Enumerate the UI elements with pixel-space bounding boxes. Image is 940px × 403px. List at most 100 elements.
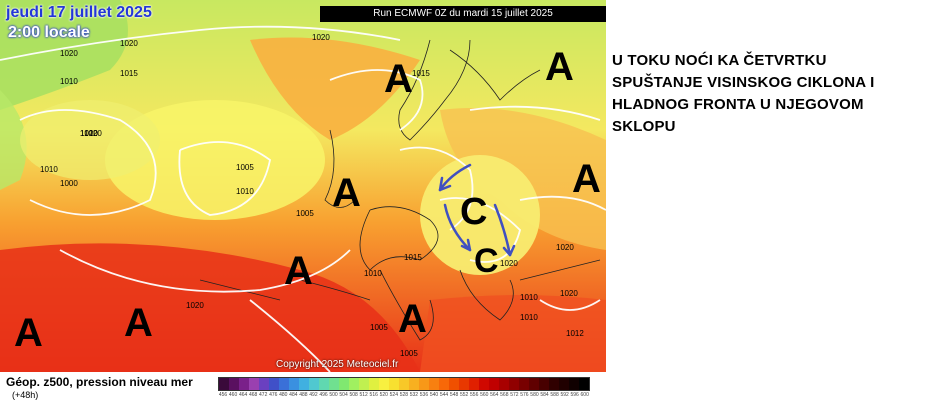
- high-pressure-marker: A: [545, 45, 574, 89]
- cool-region-nw: [0, 0, 128, 110]
- hot-region-south: [0, 243, 420, 372]
- low-pressure-marker: C: [474, 242, 499, 280]
- color-tick-label: 572: [510, 392, 519, 398]
- color-tick-label: 468: [248, 392, 258, 398]
- annotation-text: U TOKU NOĆI KA ČETVRTKU SPUŠTANJE VISINS…: [612, 50, 936, 138]
- annotation-line: U TOKU NOĆI KA ČETVRTKU: [612, 52, 827, 69]
- isobar-label: 1015: [120, 69, 138, 78]
- color-swatch: [249, 378, 259, 390]
- color-swatch: [389, 378, 399, 390]
- color-tick-label: 512: [359, 392, 368, 398]
- isobar-label: 1005: [296, 209, 314, 218]
- isobar-label: 1020: [560, 289, 578, 298]
- color-swatch: [529, 378, 539, 390]
- annotation-line: SKLOPU: [612, 118, 676, 135]
- color-tick-label: 524: [389, 392, 398, 398]
- isobar-label: 1005: [400, 349, 418, 358]
- color-tick-label: 488: [299, 392, 308, 398]
- weather-map: 1020 1020 1015 1020 1010 1015 1020 1010 …: [0, 0, 606, 372]
- color-tick-label: 600: [580, 392, 589, 398]
- color-swatch: [279, 378, 289, 390]
- color-swatch: [369, 378, 379, 390]
- cool-region-west: [0, 90, 27, 190]
- model-run-label: Run ECMWF 0Z du mardi 15 juillet 2025: [320, 6, 606, 22]
- color-tick-label: 552: [459, 392, 469, 398]
- color-swatch: [309, 378, 319, 390]
- color-swatch: [299, 378, 309, 390]
- isobar-label: 1020: [80, 129, 98, 138]
- color-tick-label: 560: [480, 392, 489, 398]
- isobar-label: 1010: [40, 165, 58, 174]
- color-swatch: [269, 378, 279, 390]
- isobar-label: 1010: [364, 269, 382, 278]
- isobar-label: 1010: [520, 313, 538, 322]
- color-tick-label: 580: [530, 392, 539, 398]
- color-tick-label: 548: [449, 392, 459, 398]
- cold-front-arrows: [438, 163, 516, 257]
- color-tick-label: 596: [570, 392, 579, 398]
- hot-region-southeast: [420, 295, 606, 372]
- isobar-label: 1020: [84, 129, 102, 138]
- color-tick-label: 532: [409, 392, 419, 398]
- isobar-label: 1010: [60, 77, 78, 86]
- isobar-label: 1012: [566, 329, 584, 338]
- high-pressure-marker: A: [14, 311, 43, 355]
- trough-west: [20, 100, 160, 180]
- color-tick-label: 460: [228, 392, 238, 398]
- isobar-label: 1010: [520, 293, 538, 302]
- isobar-label: 1015: [404, 253, 422, 262]
- forecast-time: 2:00 locale: [8, 24, 90, 41]
- color-swatch: [559, 378, 569, 390]
- color-tick-label: 496: [319, 392, 328, 398]
- color-tick-label: 564: [490, 392, 499, 398]
- color-tick-label: 568: [500, 392, 509, 398]
- isobar-label: 1010: [236, 187, 254, 196]
- color-tick-label: 556: [470, 392, 479, 398]
- color-swatch: [469, 378, 479, 390]
- annotation-line: HLADNOG FRONTA U NJEGOVOM: [612, 96, 864, 113]
- color-swatch: [419, 378, 429, 390]
- isobar-label: 1015: [412, 69, 430, 78]
- isobar-label: 1020: [186, 301, 204, 310]
- color-tick-label: 584: [540, 392, 549, 398]
- color-scale-bar: [218, 377, 590, 391]
- ridge-north: [250, 37, 420, 140]
- color-scale-ticks: 456 460 464 468 472 476 480 484 488 492 496 500 504 5…: [218, 392, 590, 402]
- color-tick-label: 536: [419, 392, 429, 398]
- copyright: Copyright 2025 Meteociel.fr: [276, 359, 399, 370]
- high-pressure-marker: A: [124, 301, 153, 345]
- color-tick-label: 476: [269, 392, 278, 398]
- isobar-label: 1020: [556, 243, 574, 252]
- color-tick-label: 472: [259, 392, 268, 398]
- isobar-label: 1010: [80, 129, 98, 138]
- color-swatch: [259, 378, 269, 390]
- color-swatch: [479, 378, 489, 390]
- high-pressure-marker: A: [332, 171, 361, 215]
- color-swatch: [399, 378, 409, 390]
- pressure-markers: A A A A C C A A A A: [14, 45, 601, 355]
- trough-atlantic: [105, 100, 325, 220]
- color-tick-label: 520: [379, 392, 388, 398]
- annotation-line: SPUŠTANJE VISINSKOG CIKLONA I: [612, 74, 875, 91]
- color-swatch: [509, 378, 519, 390]
- low-pressure-marker: C: [460, 191, 487, 233]
- color-swatch: [319, 378, 329, 390]
- legend-subtitle: (+48h): [12, 390, 39, 400]
- color-swatch: [539, 378, 549, 390]
- isobar-label: 1020: [120, 39, 138, 48]
- color-swatch: [359, 378, 369, 390]
- legend-title: Géop. z500, pression niveau mer: [6, 375, 193, 389]
- color-swatch: [549, 378, 559, 390]
- color-swatch: [459, 378, 469, 390]
- color-tick-label: 484: [289, 392, 298, 398]
- coastlines: [199, 39, 601, 341]
- color-swatch: [519, 378, 529, 390]
- color-swatch: [379, 378, 389, 390]
- color-tick-label: 504: [339, 392, 348, 398]
- isobar-label: 1005: [236, 163, 254, 172]
- color-swatch: [499, 378, 509, 390]
- color-swatch: [409, 378, 419, 390]
- color-swatch: [439, 378, 449, 390]
- map-canvas: 1020 1020 1015 1020 1010 1015 1020 1010 …: [0, 0, 606, 372]
- color-swatch: [339, 378, 349, 390]
